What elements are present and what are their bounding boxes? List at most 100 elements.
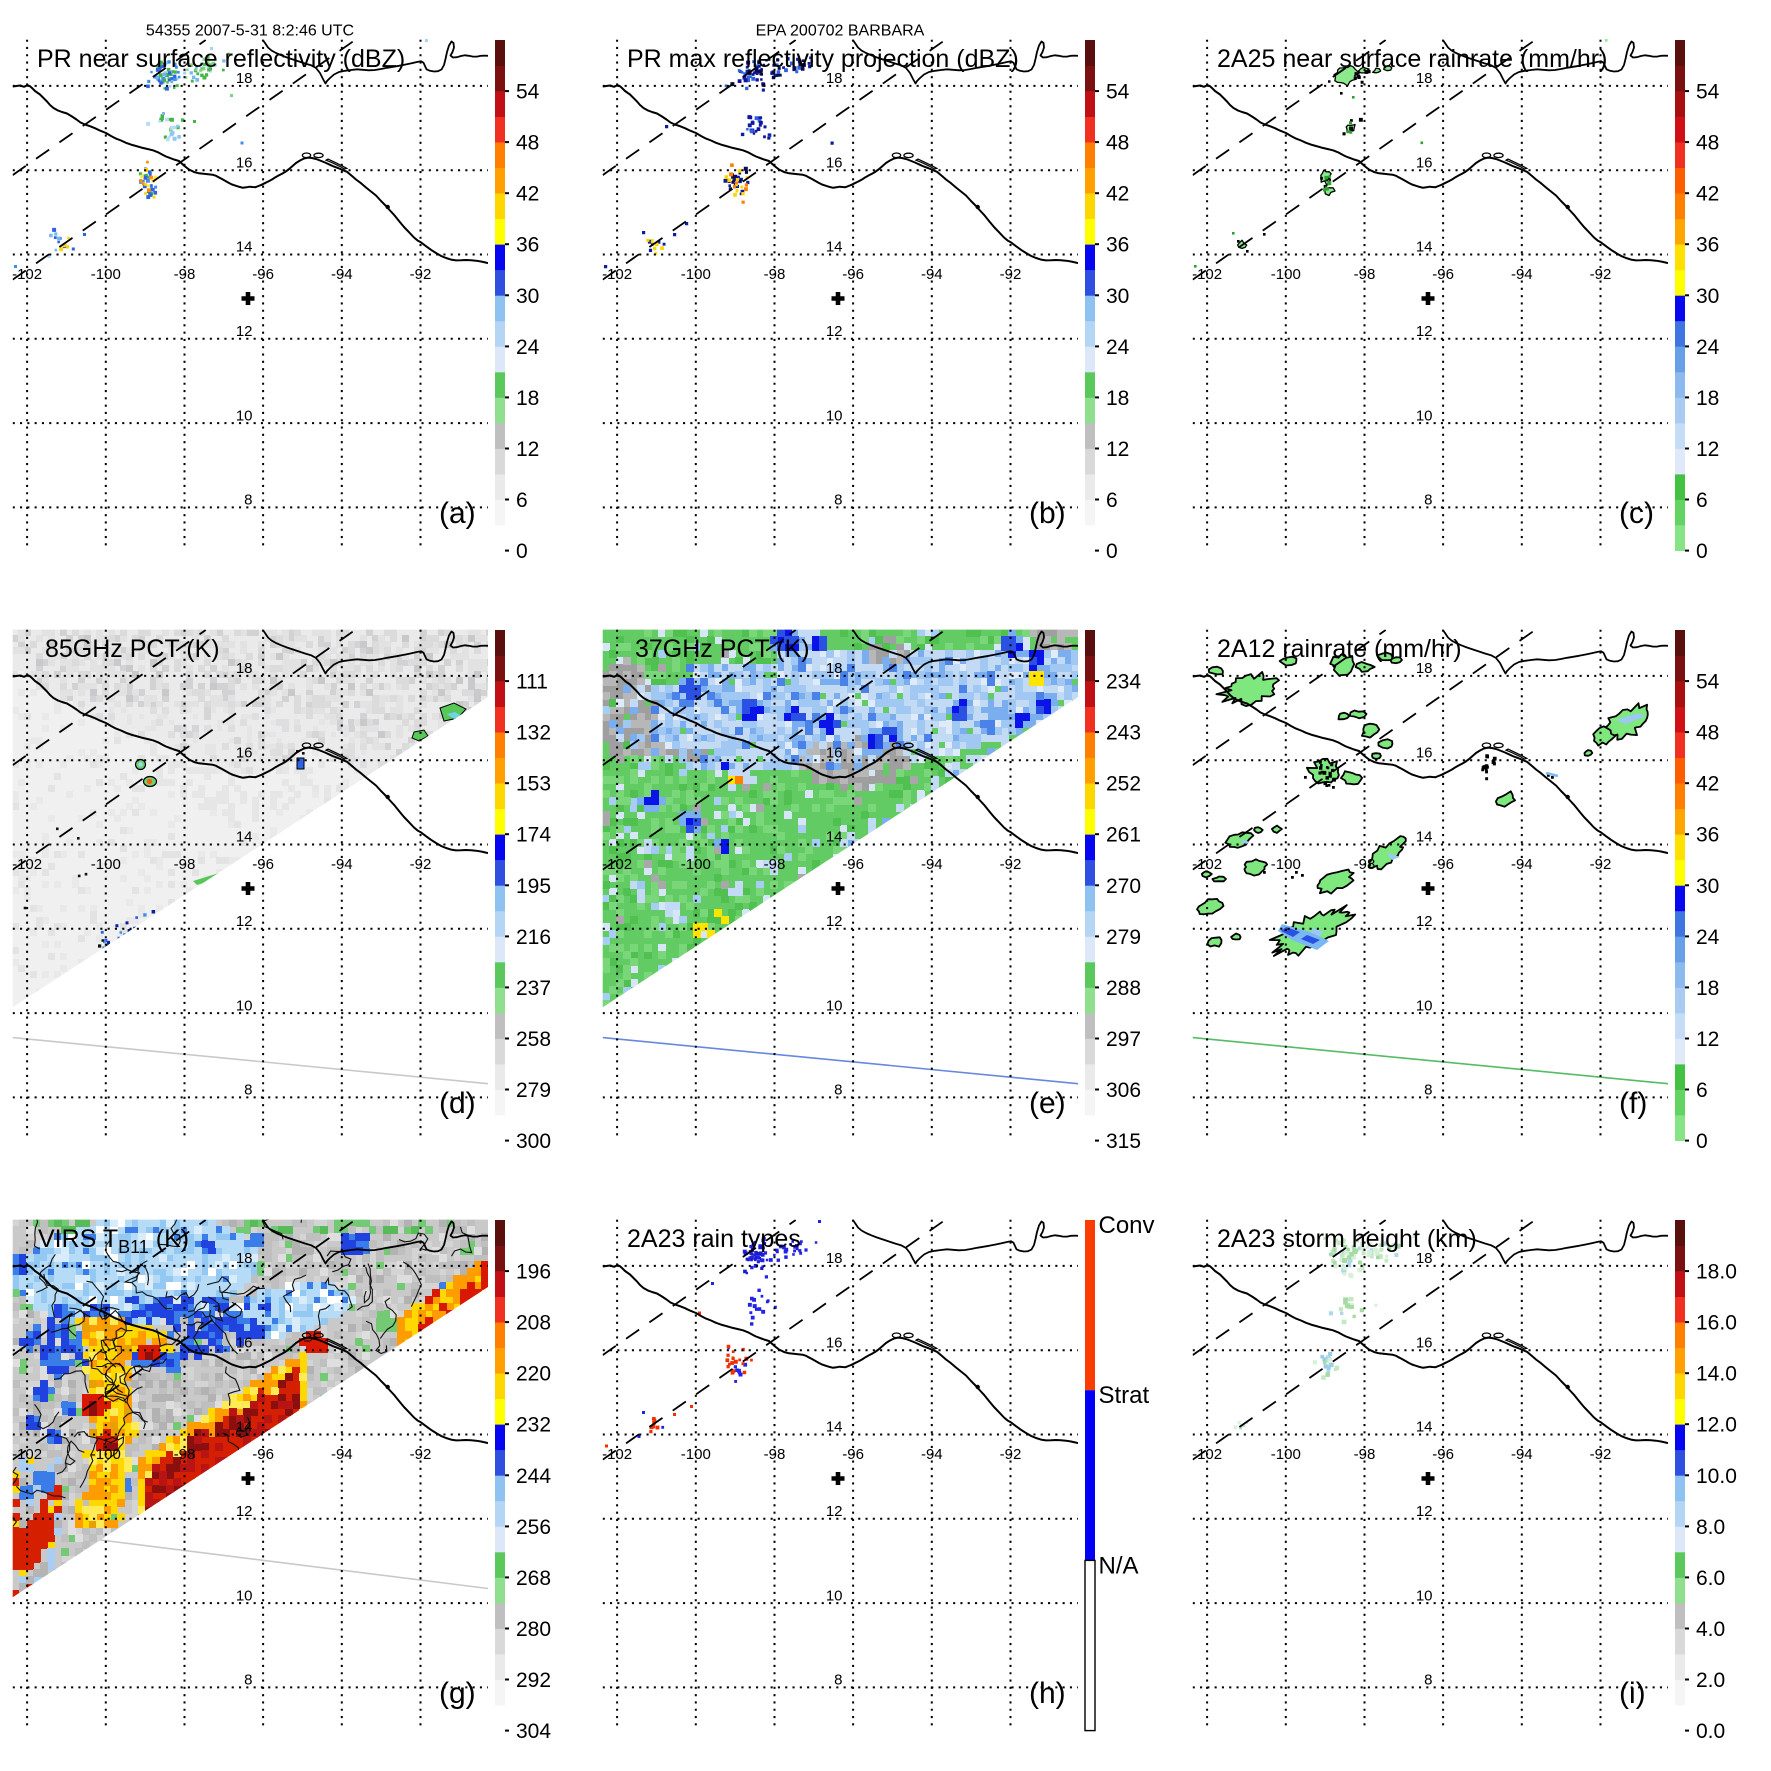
svg-text:261: 261 xyxy=(1106,824,1141,847)
svg-text:6: 6 xyxy=(1696,1079,1708,1102)
svg-text:42: 42 xyxy=(1106,183,1129,206)
svg-text:132: 132 xyxy=(516,722,551,745)
svg-text:315: 315 xyxy=(1106,1130,1141,1153)
svg-text:268: 268 xyxy=(516,1567,551,1590)
svg-text:297: 297 xyxy=(1106,1028,1141,1051)
svg-text:0: 0 xyxy=(1696,1130,1708,1153)
svg-text:36: 36 xyxy=(1106,234,1129,257)
svg-text:270: 270 xyxy=(1106,875,1141,898)
svg-text:(b): (b) xyxy=(1029,497,1066,530)
svg-text:VIRS TB11 (K): VIRS TB11 (K) xyxy=(38,1225,189,1257)
svg-text:36: 36 xyxy=(1696,234,1719,257)
svg-text:(i): (i) xyxy=(1619,1677,1646,1710)
svg-text:EPA 200702 BARBARA: EPA 200702 BARBARA xyxy=(756,23,925,40)
svg-text:0: 0 xyxy=(1106,540,1118,563)
svg-text:244: 244 xyxy=(516,1465,551,1488)
svg-text:232: 232 xyxy=(516,1414,551,1437)
svg-text:2A25 near surface rainrate (mm: 2A25 near surface rainrate (mm/hr) xyxy=(1217,45,1607,73)
svg-text:30: 30 xyxy=(1106,285,1129,308)
svg-text:6: 6 xyxy=(1696,489,1708,512)
svg-text:(g): (g) xyxy=(439,1677,476,1710)
svg-text:30: 30 xyxy=(1696,285,1719,308)
svg-text:279: 279 xyxy=(516,1079,551,1102)
svg-text:6: 6 xyxy=(1106,489,1118,512)
svg-text:12: 12 xyxy=(516,438,539,461)
svg-text:48: 48 xyxy=(1696,132,1719,155)
svg-text:24: 24 xyxy=(1106,336,1130,359)
svg-text:174: 174 xyxy=(516,824,551,847)
svg-text:30: 30 xyxy=(1696,875,1719,898)
svg-text:N/A: N/A xyxy=(1099,1552,1139,1579)
svg-text:216: 216 xyxy=(516,926,551,949)
svg-text:54355 2007-5-31 8:2:46 UTC: 54355 2007-5-31 8:2:46 UTC xyxy=(146,23,354,40)
svg-text:42: 42 xyxy=(516,183,539,206)
svg-text:(d): (d) xyxy=(439,1087,476,1120)
svg-text:279: 279 xyxy=(1106,926,1141,949)
svg-text:0.0: 0.0 xyxy=(1696,1720,1725,1743)
svg-text:85GHz PCT (K): 85GHz PCT (K) xyxy=(45,635,220,663)
svg-text:(h): (h) xyxy=(1029,1677,1066,1710)
svg-text:18: 18 xyxy=(1696,977,1719,1000)
svg-text:(f): (f) xyxy=(1619,1087,1647,1120)
svg-text:12: 12 xyxy=(1696,438,1719,461)
svg-text:36: 36 xyxy=(1696,824,1719,847)
svg-text:252: 252 xyxy=(1106,773,1141,796)
svg-text:30: 30 xyxy=(516,285,539,308)
svg-text:237: 237 xyxy=(516,977,551,1000)
svg-text:12: 12 xyxy=(1696,1028,1719,1051)
svg-text:16.0: 16.0 xyxy=(1696,1312,1737,1335)
svg-text:24: 24 xyxy=(516,336,540,359)
svg-text:256: 256 xyxy=(516,1516,551,1539)
svg-text:12: 12 xyxy=(1106,438,1129,461)
svg-text:48: 48 xyxy=(1106,132,1129,155)
svg-text:18: 18 xyxy=(516,387,539,410)
svg-text:234: 234 xyxy=(1106,671,1141,694)
svg-text:48: 48 xyxy=(516,132,539,155)
svg-text:PR near surface reflectivity (: PR near surface reflectivity (dBZ) xyxy=(37,45,405,73)
svg-text:(c): (c) xyxy=(1619,497,1654,530)
svg-text:36: 36 xyxy=(516,234,539,257)
svg-text:288: 288 xyxy=(1106,977,1141,1000)
svg-text:300: 300 xyxy=(516,1130,551,1153)
svg-text:Strat: Strat xyxy=(1099,1382,1150,1409)
svg-text:18: 18 xyxy=(1696,387,1719,410)
svg-text:2A23 rain types: 2A23 rain types xyxy=(627,1225,801,1253)
svg-text:18.0: 18.0 xyxy=(1696,1261,1737,1284)
svg-text:37GHz PCT (K): 37GHz PCT (K) xyxy=(635,635,810,663)
svg-text:2A12 rainrate (mm/hr): 2A12 rainrate (mm/hr) xyxy=(1217,635,1462,663)
svg-text:4.0: 4.0 xyxy=(1696,1618,1725,1641)
svg-text:0: 0 xyxy=(516,540,528,563)
svg-text:8.0: 8.0 xyxy=(1696,1516,1725,1539)
svg-text:54: 54 xyxy=(516,81,540,104)
svg-text:2.0: 2.0 xyxy=(1696,1669,1725,1692)
svg-text:153: 153 xyxy=(516,773,551,796)
svg-text:Conv: Conv xyxy=(1099,1212,1155,1239)
svg-text:12.0: 12.0 xyxy=(1696,1414,1737,1437)
svg-text:280: 280 xyxy=(516,1618,551,1641)
svg-text:304: 304 xyxy=(516,1720,551,1743)
svg-text:111: 111 xyxy=(516,671,548,694)
svg-text:10.0: 10.0 xyxy=(1696,1465,1737,1488)
svg-text:18: 18 xyxy=(1106,387,1129,410)
svg-text:195: 195 xyxy=(516,875,551,898)
svg-text:6.0: 6.0 xyxy=(1696,1567,1725,1590)
svg-text:306: 306 xyxy=(1106,1079,1141,1102)
svg-text:208: 208 xyxy=(516,1312,551,1335)
svg-text:(e): (e) xyxy=(1029,1087,1066,1120)
svg-text:48: 48 xyxy=(1696,722,1719,745)
svg-text:42: 42 xyxy=(1696,773,1719,796)
svg-text:54: 54 xyxy=(1696,671,1720,694)
svg-text:6: 6 xyxy=(516,489,528,512)
svg-text:42: 42 xyxy=(1696,183,1719,206)
svg-text:(a): (a) xyxy=(439,497,476,530)
svg-text:0: 0 xyxy=(1696,540,1708,563)
svg-text:258: 258 xyxy=(516,1028,551,1051)
svg-text:196: 196 xyxy=(516,1261,551,1284)
svg-text:292: 292 xyxy=(516,1669,551,1692)
svg-text:54: 54 xyxy=(1696,81,1720,104)
svg-text:54: 54 xyxy=(1106,81,1130,104)
svg-text:PR max reflectivity projection: PR max reflectivity projection (dBZ) xyxy=(627,45,1019,73)
svg-text:24: 24 xyxy=(1696,926,1720,949)
svg-text:2A23 storm height (km): 2A23 storm height (km) xyxy=(1217,1225,1477,1253)
svg-text:220: 220 xyxy=(516,1363,551,1386)
